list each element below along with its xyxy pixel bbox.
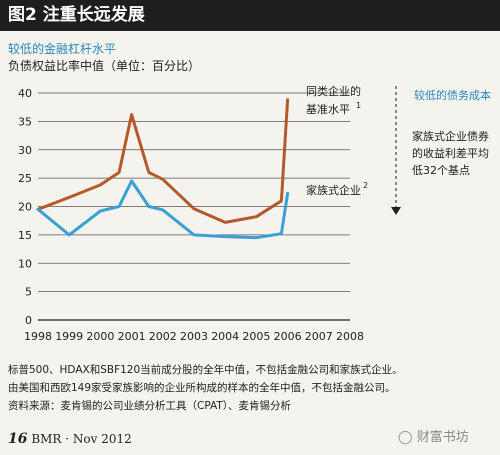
chart-subtitle: 负债权益比率中值（单位：百分比） — [8, 59, 201, 73]
series-line-1 — [36, 179, 290, 240]
x-tick-label-2004: 2004 — [211, 330, 239, 343]
page-footer: 16 BMR · Nov 2012 — [8, 431, 132, 447]
x-tick-label-2002: 2002 — [149, 330, 177, 343]
x-tick-label-2006: 2006 — [274, 330, 302, 343]
page-number: 16 — [8, 431, 28, 447]
y-tick-label-30: 30 — [18, 144, 32, 157]
series-label-benchmark-line2: 基准水平 — [306, 103, 350, 116]
y-tick-label-0: 0 — [25, 314, 32, 327]
y-tick-label-35: 35 — [18, 115, 32, 128]
watermark: ◯ 财富书坊 — [398, 426, 469, 445]
x-tick-label-2000: 2000 — [86, 330, 114, 343]
y-tick-label-15: 15 — [18, 229, 32, 242]
x-tick-label-2008: 2008 — [336, 330, 364, 343]
series-label-family-sup: 2 — [363, 181, 368, 190]
debt-cost-arrow-head — [391, 207, 401, 215]
debt-cost-label: 较低的债务成本 — [414, 89, 491, 102]
x-tick-label-1999: 1999 — [55, 330, 83, 343]
watermark-text: 财富书坊 — [416, 430, 469, 445]
publication-name: BMR · Nov 2012 — [31, 432, 132, 446]
figure-title: 图2 注重长远发展 — [0, 0, 500, 31]
y-tick-label-10: 10 — [18, 257, 32, 270]
x-tick-label-1998: 1998 — [24, 330, 52, 343]
spread-note: 家族式企业债券的收益利差平均低32个基点 — [412, 130, 489, 177]
footnote-2: 由美国和西欧149家受家族影响的企业所构成的样本的全年中值，不包括金融公司。 — [8, 382, 396, 394]
wechat-icon: ◯ — [398, 430, 413, 445]
series-label-benchmark-sup: 1 — [356, 101, 361, 110]
footnote-1: 标普500、HDAX和SBF120当前成分股的全年中值，不包括金融公司和家族式企… — [8, 364, 403, 376]
x-tick-label-2007: 2007 — [305, 330, 333, 343]
footnote-3: 资料来源：麦肯锡的公司业绩分析工具（CPAT）、麦肯锡分析 — [8, 400, 292, 412]
series-line-0 — [36, 98, 290, 224]
chart-title: 较低的金融杠杆水平 — [8, 42, 117, 56]
series-label-family: 家族式企业 — [306, 183, 361, 197]
series-label-benchmark-line1: 同类企业的 — [306, 84, 361, 98]
x-tick-label-2005: 2005 — [242, 330, 270, 343]
y-tick-label-25: 25 — [18, 172, 32, 185]
x-tick-label-2003: 2003 — [180, 330, 208, 343]
y-tick-label-20: 20 — [18, 201, 32, 214]
x-tick-label-2001: 2001 — [118, 330, 146, 343]
y-tick-label-5: 5 — [25, 286, 32, 299]
y-tick-label-40: 40 — [18, 87, 32, 100]
